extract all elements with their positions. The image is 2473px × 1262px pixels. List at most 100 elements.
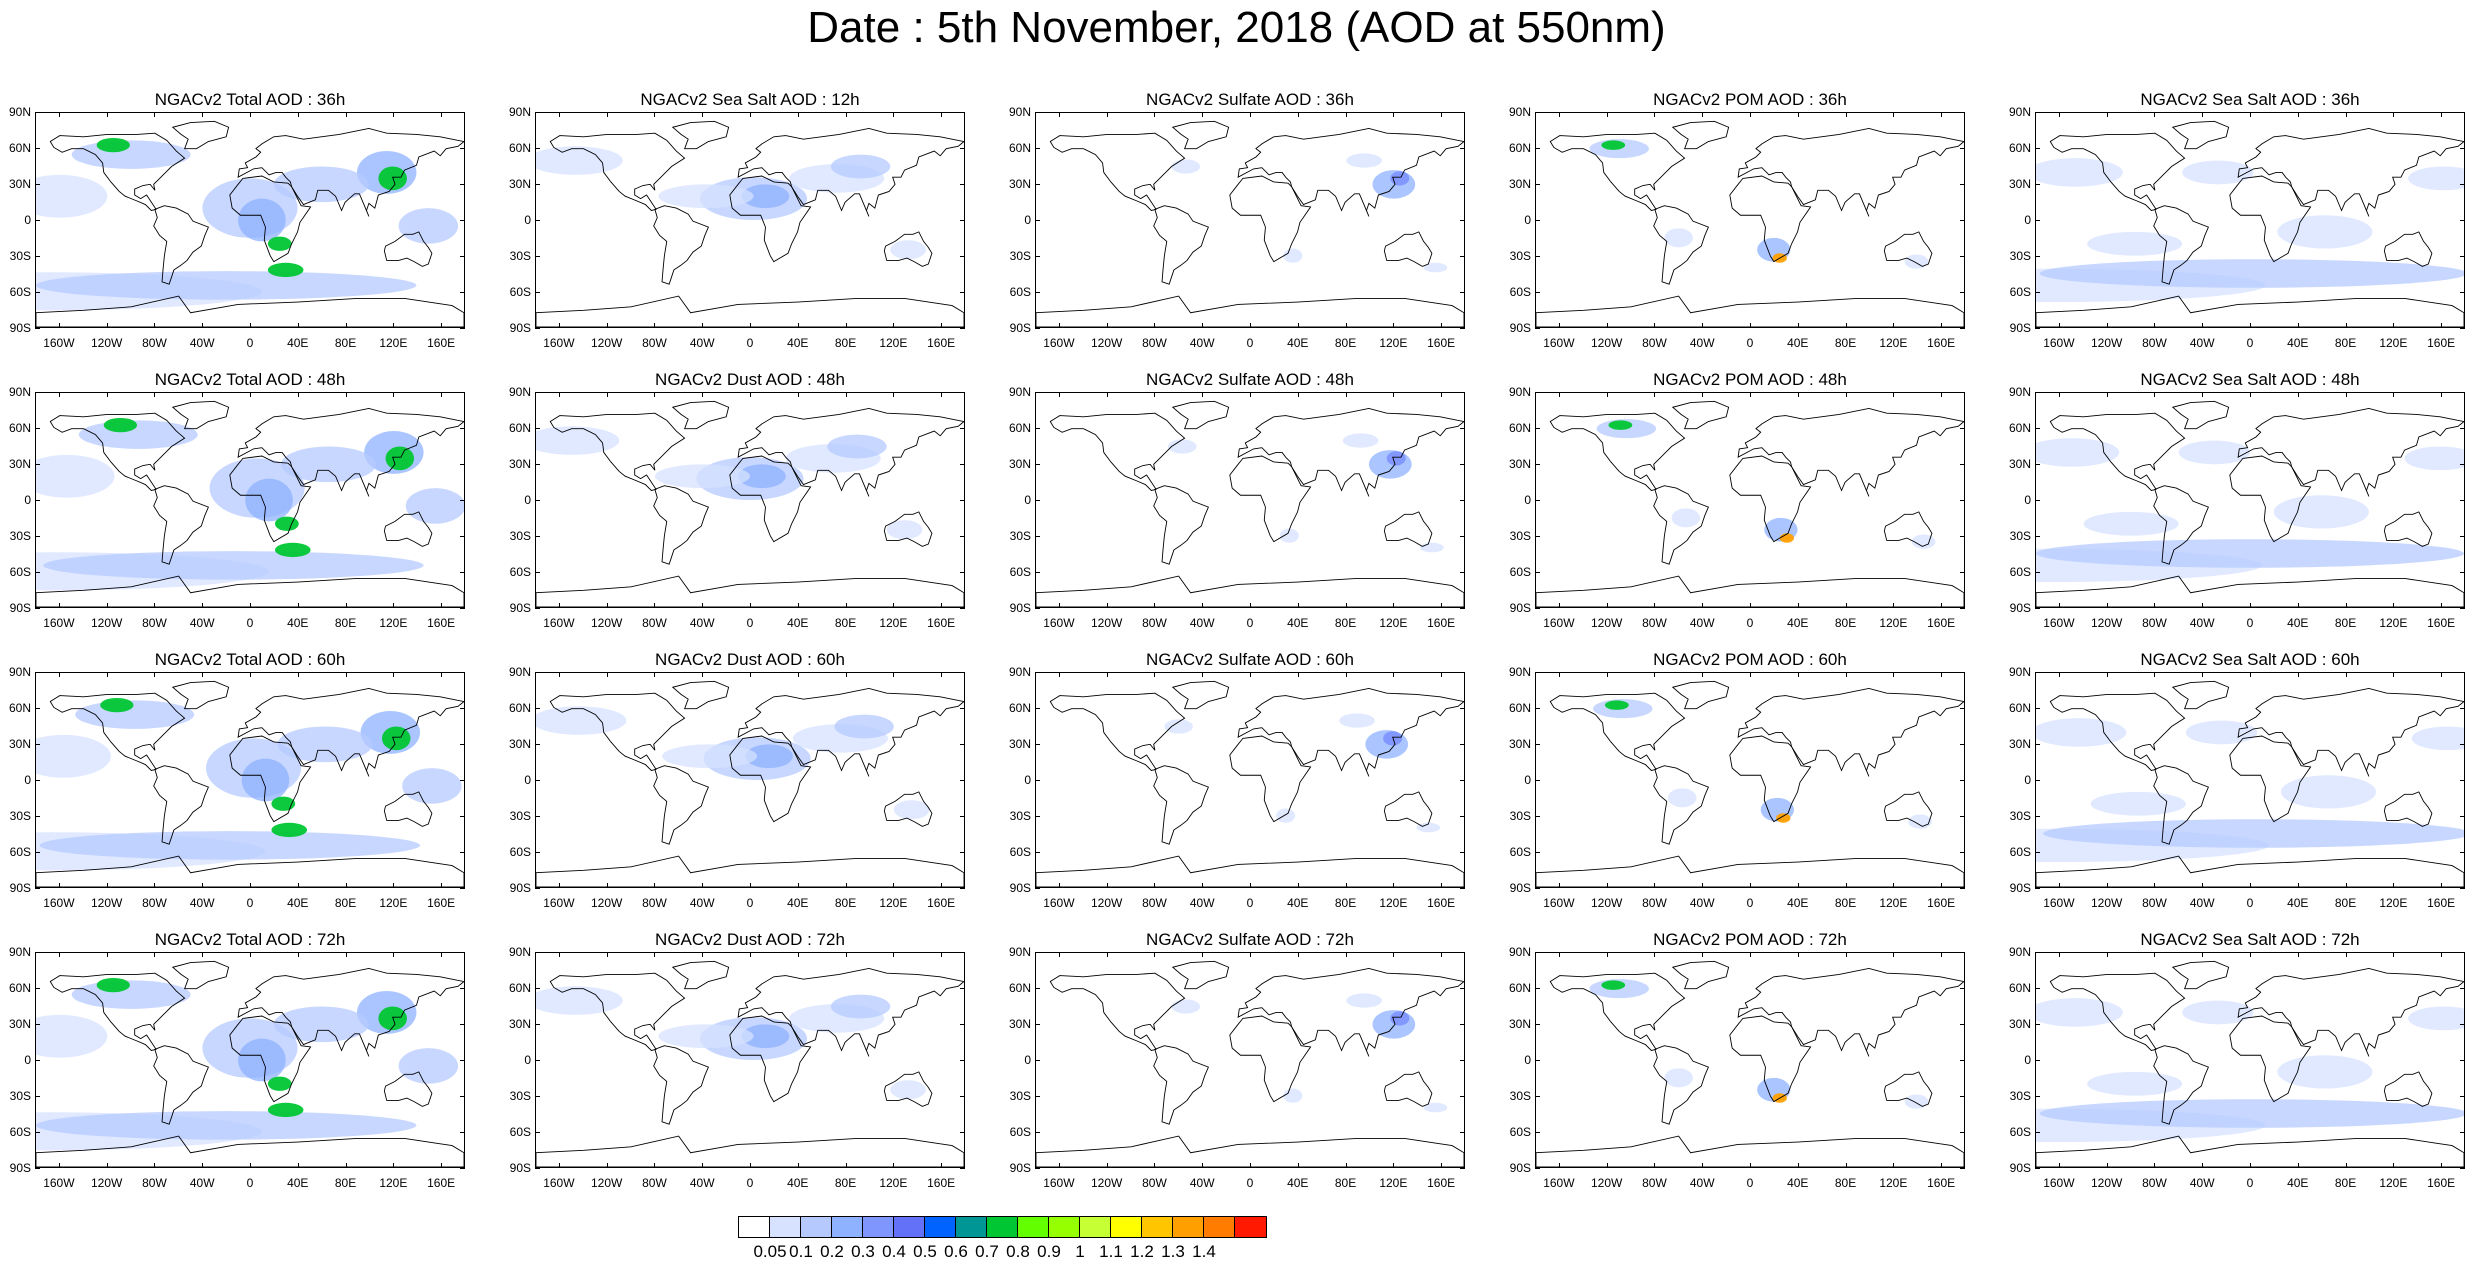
coastline [883, 1071, 933, 1107]
tick-mark [1441, 883, 1443, 888]
tick-mark [1893, 952, 1895, 957]
tick-mark [2297, 392, 2299, 397]
aerosol-plume [1171, 159, 1201, 174]
tick-mark [1460, 184, 1465, 185]
longitude-label: 160E [427, 336, 456, 350]
tick-mark [2460, 816, 2465, 817]
tick-mark [1558, 603, 1560, 608]
tick-mark [2393, 952, 2395, 957]
tick-mark [2202, 323, 2204, 328]
longitude-label: 80E [1834, 616, 1857, 630]
tick-mark [845, 952, 847, 957]
longitude-label: 120W [1590, 616, 1623, 630]
longitude-label: 120W [2090, 616, 2123, 630]
latitude-label: 90N [2008, 945, 2031, 959]
world-map [1035, 952, 1465, 1168]
tick-mark [535, 572, 540, 573]
aerosol-plume [2090, 791, 2186, 816]
tick-mark [960, 392, 965, 393]
coastline [1549, 692, 1686, 771]
tick-mark [2035, 988, 2040, 989]
tick-mark [2460, 608, 2465, 609]
latitude-label: 90S [2009, 1161, 2031, 1175]
panel-title: NGACv2 Sulfate AOD : 48h [1146, 370, 1354, 389]
tick-mark [1750, 112, 1751, 117]
tick-mark [1106, 603, 1108, 608]
tick-mark [2250, 603, 2251, 608]
coastline [2036, 295, 2464, 327]
tick-mark [393, 672, 395, 677]
tick-mark [460, 148, 465, 149]
longitude-label: 0 [1246, 1176, 1254, 1190]
coastline [1549, 132, 1686, 211]
tick-mark [1035, 256, 1040, 257]
tick-mark [1345, 392, 1347, 397]
longitude-label: 160E [927, 336, 956, 350]
aerosol-plume [274, 516, 299, 531]
tick-mark [250, 883, 251, 888]
coastline [737, 127, 964, 217]
aerosol-plume [273, 1006, 369, 1043]
longitude-label: 80W [2142, 896, 2167, 910]
coastline [2237, 127, 2464, 217]
tick-mark [960, 464, 965, 465]
latitude-label: 60N [8, 141, 31, 155]
map-panel: NGACv2 POM AOD : 72h 90N 60N 30N 0 30S 60S 90S 1… [1500, 930, 2000, 1210]
tick-mark [460, 1060, 465, 1061]
tick-mark [1035, 852, 1040, 853]
colorbar-label: 0.8 [1006, 1242, 1030, 1261]
aerosol-plume [402, 768, 462, 804]
tick-mark [1441, 323, 1443, 328]
tick-mark [460, 1132, 465, 1133]
longitude-label: 80E [834, 336, 857, 350]
coastline [153, 485, 209, 565]
coastline [536, 1135, 964, 1167]
longitude-label: 80W [1142, 896, 1167, 910]
tick-mark [2460, 988, 2465, 989]
map-panel: NGACv2 Sulfate AOD : 36h 90N 60N 30N 0 30S 60S… [1000, 90, 1500, 370]
tick-mark [941, 112, 943, 117]
longitude-label: 120E [2379, 616, 2408, 630]
coastline [229, 175, 312, 263]
longitude-label: 160E [1427, 616, 1456, 630]
aerosol-plume [1601, 140, 1626, 150]
coastline [1729, 175, 1812, 263]
aerosol-plume [36, 271, 417, 300]
tick-mark [2058, 672, 2060, 677]
tick-mark [35, 148, 40, 149]
longitude-label: 80E [1834, 896, 1857, 910]
latitude-label: 0 [24, 493, 31, 507]
tick-mark [960, 744, 965, 745]
tick-mark [2035, 572, 2040, 573]
latitude-label: 60S [509, 285, 531, 299]
latitude-label: 0 [24, 1053, 31, 1067]
tick-mark [960, 292, 965, 293]
tick-mark [535, 392, 540, 393]
tick-mark [797, 603, 799, 608]
tick-mark [1460, 148, 1465, 149]
tick-mark [702, 323, 704, 328]
tick-mark [460, 536, 465, 537]
aerosol-plume [36, 174, 108, 218]
latitude-label: 30S [9, 1089, 31, 1103]
coastline [2237, 407, 2464, 497]
panel-title: NGACv2 Sulfate AOD : 36h [1146, 90, 1354, 109]
tick-mark [1441, 392, 1443, 397]
tick-mark [58, 672, 60, 677]
tick-mark [35, 1096, 40, 1097]
longitude-label: 40W [689, 616, 715, 630]
latitude-label: 0 [524, 493, 531, 507]
tick-mark [1460, 952, 1465, 953]
tick-mark [1845, 952, 1847, 957]
tick-mark [250, 952, 251, 957]
tick-mark [2297, 883, 2299, 888]
tick-mark [2202, 603, 2204, 608]
latitude-label: 60S [2009, 845, 2031, 859]
latitude-label: 60N [1508, 141, 1531, 155]
latitude-label: 30S [1509, 529, 1531, 543]
tick-mark [35, 672, 40, 673]
tick-mark [2297, 672, 2299, 677]
coastline [49, 132, 186, 211]
tick-mark [2202, 952, 2204, 957]
tick-mark [1154, 112, 1156, 117]
